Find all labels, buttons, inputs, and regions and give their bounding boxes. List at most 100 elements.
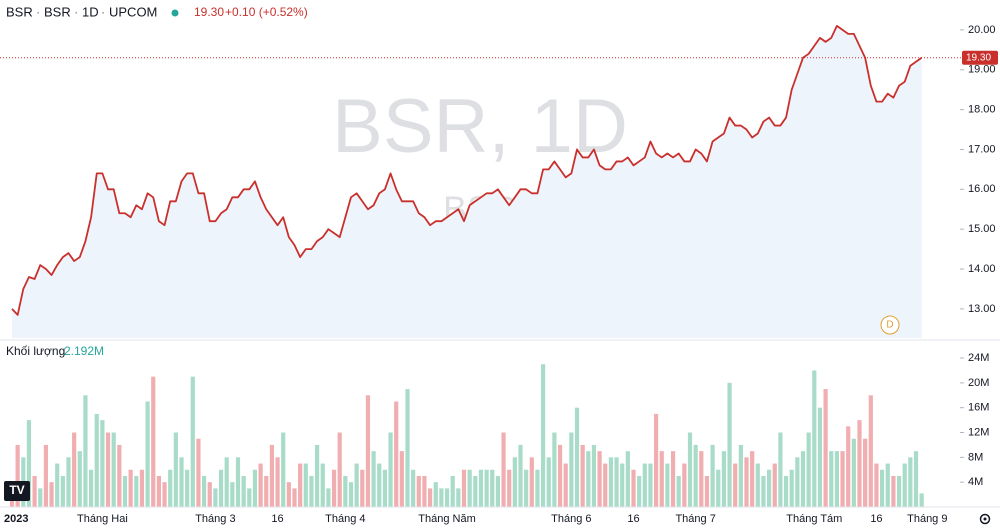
- volume-bar: [365, 395, 371, 507]
- volume-bar: [145, 401, 150, 507]
- volume-bar: [789, 469, 794, 507]
- volume-bar: [603, 463, 608, 507]
- volume-bar: [478, 469, 484, 507]
- x-tick-label: Tháng Tám: [786, 513, 842, 525]
- volume-bar: [913, 451, 919, 507]
- x-tick-label: 16: [627, 513, 639, 525]
- last-price-label: 19.30: [966, 52, 991, 63]
- volume-bar: [60, 475, 65, 507]
- volume-bar: [405, 389, 410, 507]
- x-tick-label: Tháng 6: [551, 513, 591, 525]
- volume-bar: [868, 395, 873, 507]
- volume-bar: [66, 457, 71, 507]
- volume-bar: [473, 475, 478, 507]
- volume-bar: [670, 451, 676, 507]
- volume-bar: [72, 432, 77, 507]
- volume-bar: [461, 469, 467, 507]
- volume-bar: [783, 475, 789, 507]
- volume-bar: [693, 444, 698, 507]
- volume-bar: [456, 488, 461, 507]
- volume-bar: [315, 444, 320, 507]
- volume-bar: [586, 451, 591, 507]
- separator-dot: ·: [101, 4, 105, 19]
- logo: TV: [9, 483, 24, 497]
- volume-bar: [309, 475, 314, 507]
- volume-bar: [168, 469, 173, 507]
- volume-tick-label: 12M: [968, 426, 989, 438]
- gear-center: [983, 517, 987, 521]
- volume-bar: [399, 451, 404, 507]
- dividend-marker[interactable]: [880, 315, 900, 335]
- volume-bar: [388, 432, 393, 507]
- volume-bar: [77, 451, 82, 507]
- volume-bar: [298, 463, 303, 507]
- volume-bar: [43, 444, 48, 507]
- volume-bar: [829, 451, 834, 507]
- y-tick-label: 16.00: [968, 183, 996, 195]
- interval: 1D: [82, 4, 99, 19]
- volume-bar: [111, 432, 116, 507]
- volume-bar: [676, 475, 681, 507]
- volume-bar: [755, 463, 760, 507]
- volume-bar: [891, 475, 896, 507]
- y-tick-label: 17.00: [968, 143, 996, 155]
- logo-box[interactable]: [4, 481, 30, 501]
- volume-bar: [196, 438, 201, 507]
- description: BSR: [44, 4, 71, 19]
- separator-dot: ·: [74, 4, 78, 19]
- volume-bar: [439, 488, 444, 507]
- volume-title: Khối lượng: [6, 344, 65, 358]
- volume-bar: [761, 475, 766, 507]
- volume-bar: [100, 420, 105, 507]
- volume-bar: [450, 475, 455, 507]
- exchange: UPCOM: [109, 4, 157, 19]
- volume-bar: [772, 463, 777, 507]
- volume-bar: [896, 475, 902, 507]
- volume-bar: [687, 432, 693, 507]
- volume-bar: [202, 475, 207, 507]
- volume-bar: [699, 451, 704, 507]
- x-tick-label: Tháng 4: [325, 513, 365, 525]
- volume-bar: [902, 463, 907, 507]
- volume-bar: [501, 432, 506, 507]
- volume-bar: [348, 482, 354, 507]
- volume-bar: [89, 469, 94, 507]
- volume-bar: [394, 401, 399, 507]
- x-tick-label: Tháng Hai: [77, 513, 128, 525]
- volume-bar: [320, 463, 325, 507]
- volume-bar: [795, 457, 800, 507]
- volume-bar: [156, 475, 161, 507]
- y-tick-label: 15.00: [968, 223, 996, 235]
- volume-bar: [55, 463, 60, 507]
- volume-bar: [541, 364, 546, 507]
- settings-icon[interactable]: [979, 513, 991, 525]
- volume-bar: [467, 469, 472, 507]
- volume-bar: [665, 463, 670, 507]
- volume-bar: [552, 432, 557, 507]
- x-tick-label: Tháng 3: [195, 513, 235, 525]
- volume-bar: [778, 432, 783, 507]
- volume-bar: [235, 457, 241, 507]
- volume-bar: [654, 413, 659, 507]
- x-tick-label: Tháng Năm: [418, 513, 475, 525]
- volume-bar: [817, 407, 823, 507]
- volume-bar: [834, 451, 839, 507]
- volume-bar: [557, 444, 563, 507]
- volume-bar: [224, 457, 229, 507]
- dividend-marker-label: D: [886, 320, 893, 331]
- volume-bar: [139, 469, 145, 507]
- volume-bar: [648, 463, 653, 507]
- volume-bar: [512, 457, 517, 507]
- volume-bar: [620, 463, 625, 507]
- volume-tick-label: 16M: [968, 402, 989, 414]
- volume-bar: [716, 469, 721, 507]
- y-tick-label: 19.00: [968, 64, 996, 76]
- volume-bar: [38, 488, 43, 507]
- gear: [979, 513, 991, 525]
- volume-bar: [721, 451, 726, 507]
- volume-bar: [840, 451, 845, 507]
- volume-bar: [26, 420, 32, 507]
- volume-bar: [343, 475, 348, 507]
- volume-bar: [422, 475, 427, 507]
- volume-bar: [83, 395, 88, 507]
